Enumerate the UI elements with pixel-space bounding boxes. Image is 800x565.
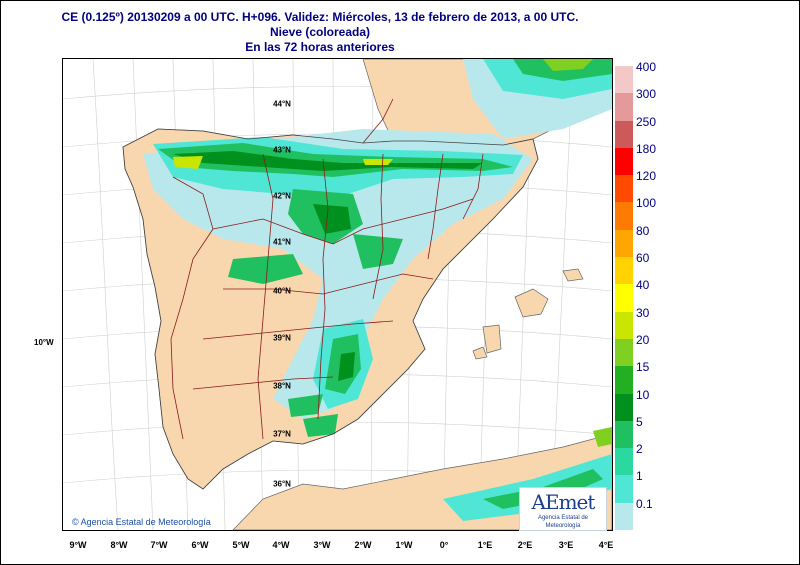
title-line-2: Nieve (coloreada) [269,25,371,39]
lon-label: 7°W [150,540,168,550]
lon-label: 1°W [395,540,413,550]
legend-label: 20 [636,332,650,347]
legend-label: 15 [636,360,650,375]
sardinia [482,324,502,354]
coastline [122,128,539,490]
lat-label-42n: 42°N [273,191,291,201]
legend-swatch [615,366,633,395]
ibiza [472,346,488,360]
legend-swatch [615,311,633,340]
iberia-map [63,59,612,530]
province-borders [170,98,484,440]
logo-wordmark: AEmet [531,490,596,514]
legend-swatch [615,284,633,313]
legend-label: 2 [636,442,643,457]
legend-swatch [615,257,633,285]
legend-swatch [615,93,633,122]
legend-swatch [615,175,633,203]
lon-label: 4°E [598,540,614,550]
legend-label: 180 [636,141,657,156]
lon-label: 2°W [354,540,372,550]
menorca [562,268,584,282]
legend-swatch [615,147,633,176]
legend-swatch [615,120,633,149]
lat-label-40n: 40°N [273,286,291,296]
legend-label: 400 [636,60,657,74]
lon-label: 3°E [558,540,574,550]
legend-swatch [615,202,633,231]
legend-label: 1 [636,469,643,484]
lon-label: 9°W [69,540,87,550]
lon-label: 8°W [110,540,128,550]
aemet-logo: AEmet Agencia Estatal de Meteorología [519,487,607,531]
snow-field [143,59,612,521]
lon-label: 2°E [517,540,533,550]
legend-swatch [615,66,633,94]
lon-label: 4°W [272,540,290,550]
lon-label: 3°W [313,540,331,550]
lat-label-39n: 39°N [273,333,291,343]
lat-label-43n: 43°N [273,145,291,155]
legend-swatch [615,338,633,367]
legend-label: 5 [636,414,643,429]
lat-label-36n: 36°N [273,479,291,489]
legend-swatch [615,448,633,476]
lat-label-41n: 41°N [273,237,291,247]
legend-swatch [615,393,633,422]
legend-label: 300 [636,87,657,102]
map-panel [62,58,613,531]
lon-side-label: 10°W [34,338,54,347]
title-line-3: En las 72 horas anteriores [245,40,395,54]
legend-label: 120 [636,169,657,184]
title-line-1: CE (0.125º) 20130209 a 00 UTC. H+096. Va… [61,10,579,24]
legend-swatch [615,475,633,504]
legend-swatch [615,502,633,531]
legend-label: 30 [636,305,650,320]
legend-swatch [615,229,633,258]
lat-label-37n: 37°N [273,429,291,439]
legend-label: 40 [636,278,650,293]
lon-label: 5°W [232,540,250,550]
mallorca [514,288,549,318]
lat-label-44n: 44°N [273,99,291,109]
logo-subtitle: Agencia Estatal de Meteorología [537,515,589,529]
legend-label: 100 [636,196,657,211]
lon-label: 1°E [477,540,493,550]
legend-label: 60 [636,251,650,266]
lat-label-38n: 38°N [273,381,291,391]
legend-swatch [615,420,633,449]
legend-label: 250 [636,114,657,129]
legend-label: 0.1 [636,496,653,511]
legend-label: 10 [636,387,650,402]
legend-label: 80 [636,223,650,238]
lon-label: 6°W [191,540,209,550]
lon-label: 0° [439,540,449,550]
copyright-notice: © Agencia Estatal de Meteorología [72,517,211,527]
